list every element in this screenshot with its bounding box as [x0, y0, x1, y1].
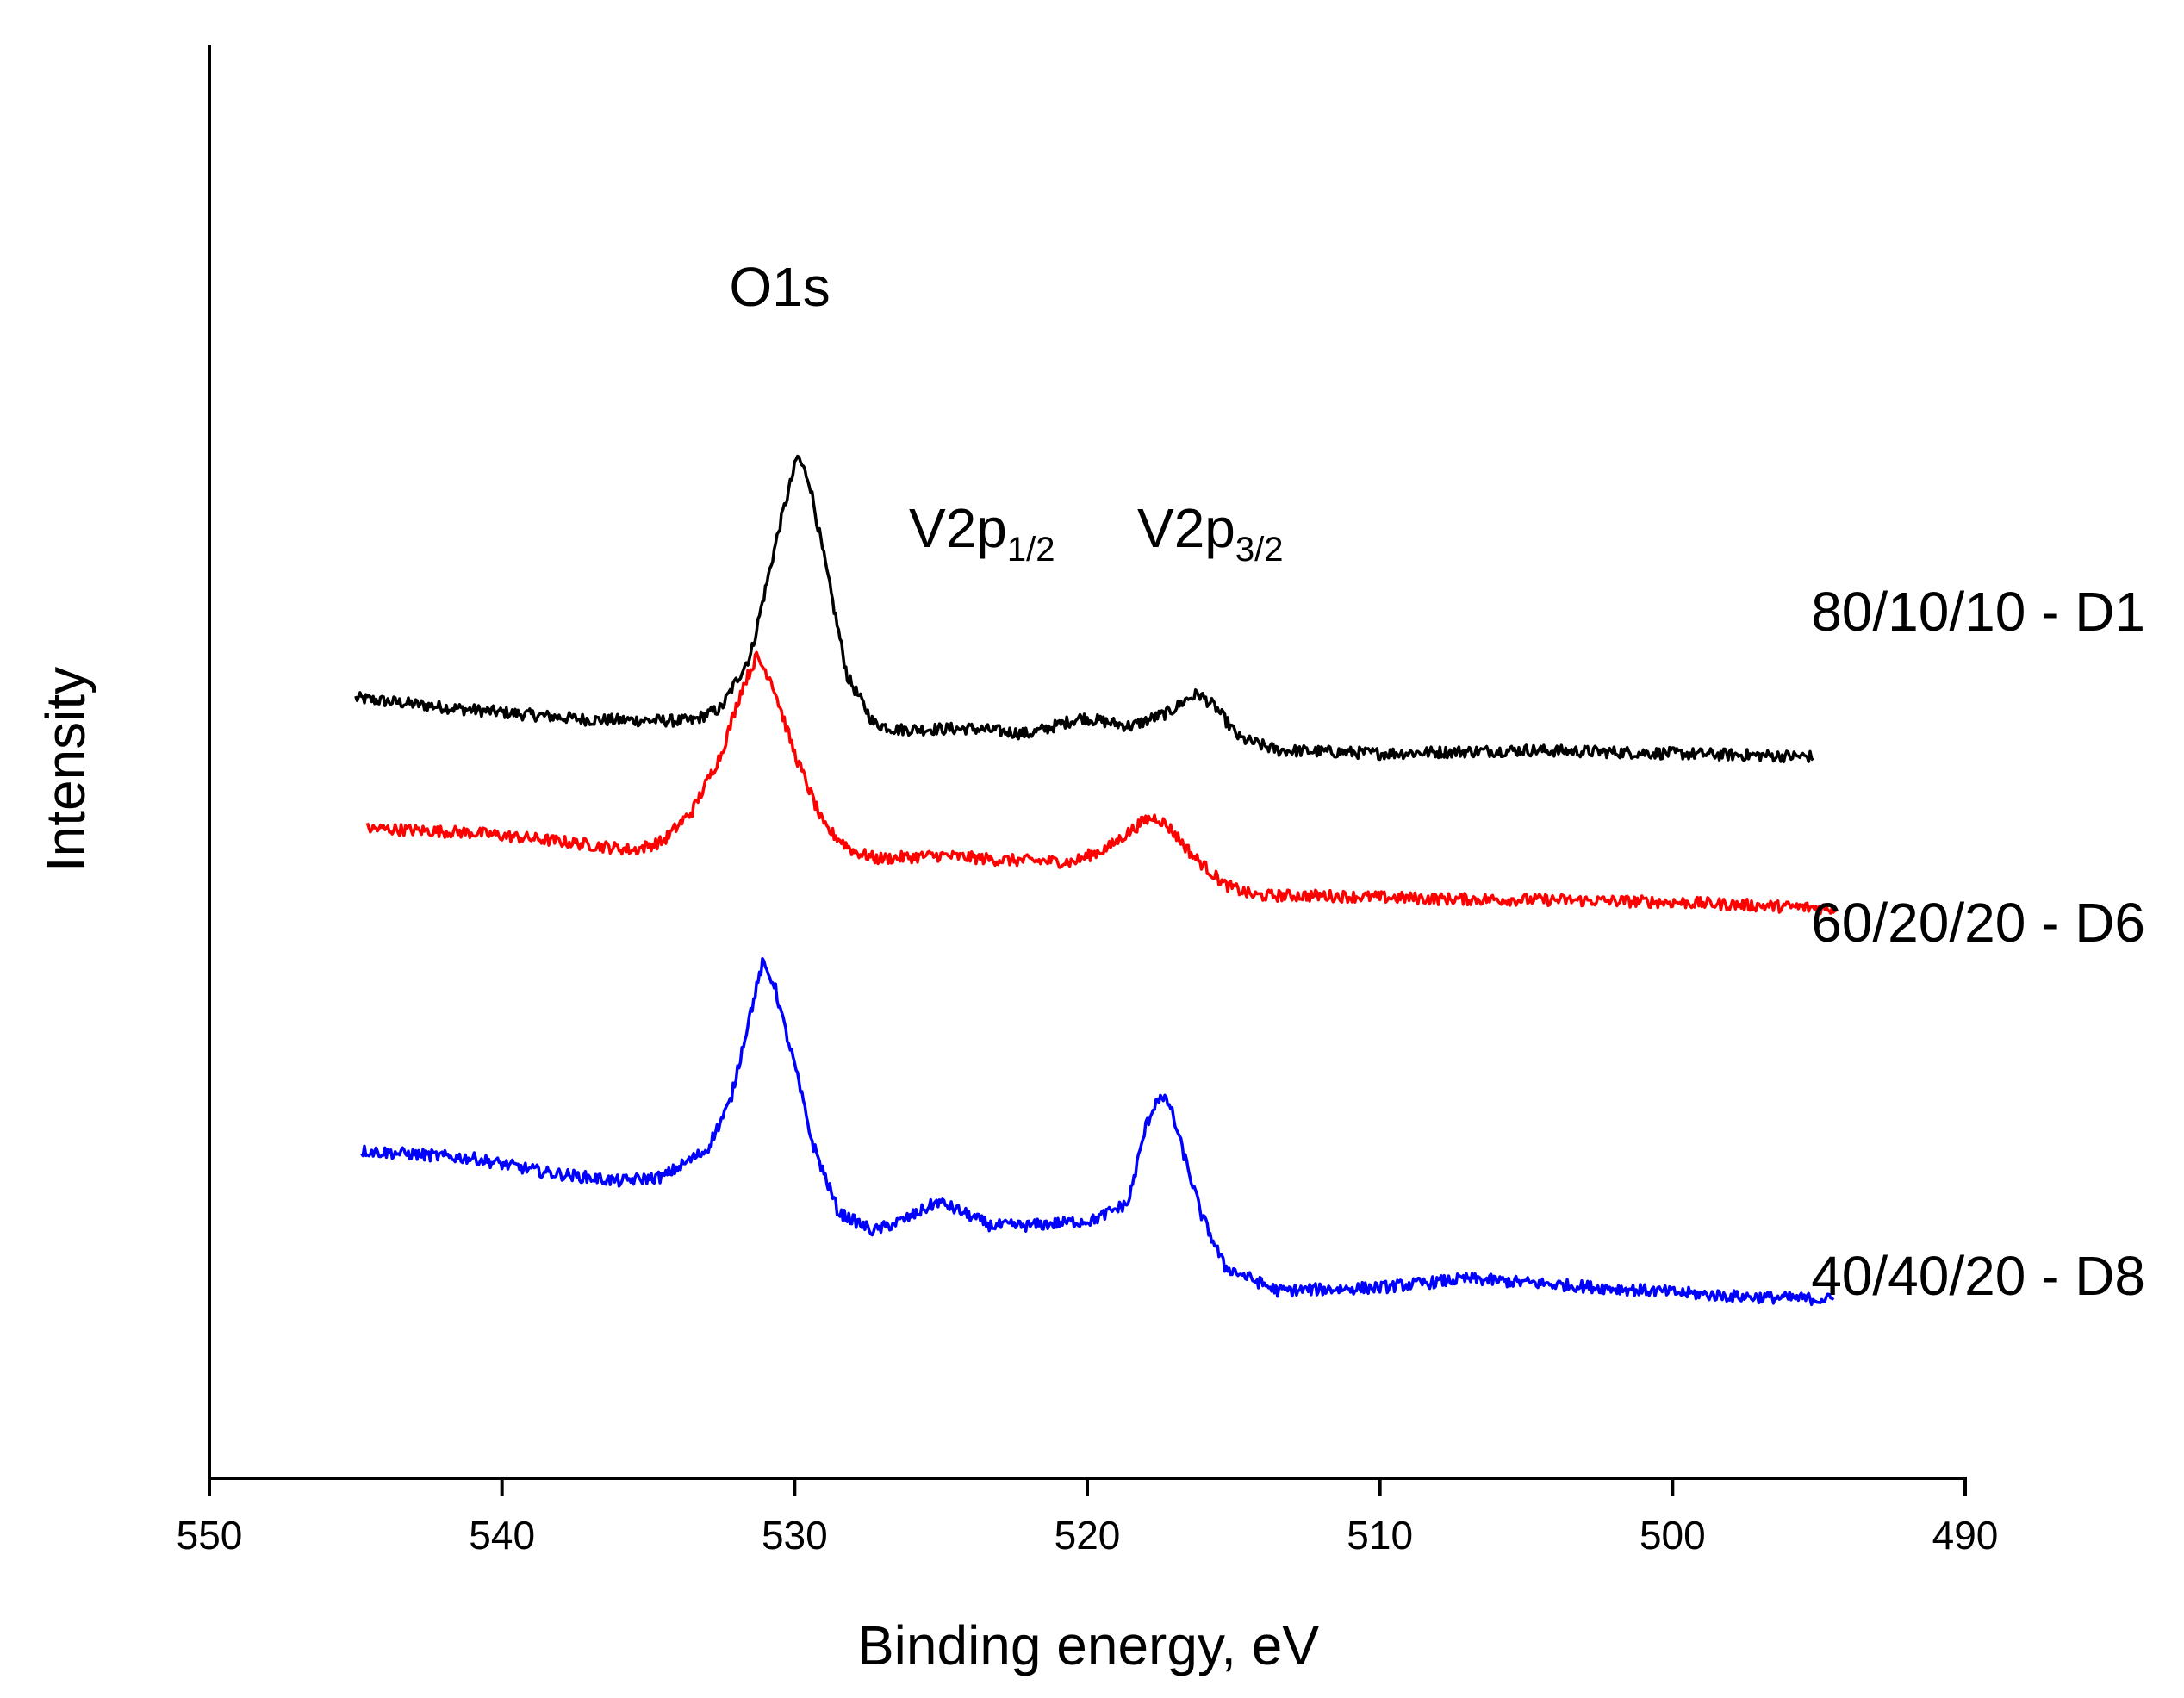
series-label-1: 80/10/10 - D1	[1811, 581, 2145, 643]
x-tick-label-510: 510	[1347, 1513, 1413, 1558]
peak-label-3: V2p3/2	[1137, 497, 1283, 569]
series-labels: 80/10/10 - D1 60/20/20 - D6 40/40/20 - D8	[1811, 581, 2145, 1307]
y-axis-title: Intensity	[34, 667, 96, 872]
x-tick-label-490: 490	[1932, 1513, 1999, 1558]
x-tick-label-550: 550	[177, 1513, 243, 1558]
x-tick-label-520: 520	[1055, 1513, 1121, 1558]
series-label-3: 40/40/20 - D8	[1811, 1245, 2145, 1307]
peak-annotations: O1s V2p1/2 V2p3/2	[729, 256, 1283, 569]
series-line-3	[360, 956, 1835, 1307]
peak-label-2: V2p1/2	[909, 497, 1055, 569]
series-label-2: 60/20/20 - D6	[1811, 892, 2145, 954]
x-tick-label-530: 530	[762, 1513, 828, 1558]
series-line-1	[354, 454, 1814, 764]
x-tick-label-540: 540	[469, 1513, 535, 1558]
x-axis-title: Binding energy, eV	[857, 1614, 1319, 1676]
series-line-2	[365, 650, 1839, 916]
x-tick-label-500: 500	[1640, 1513, 1706, 1558]
peak-label-1: O1s	[729, 256, 830, 318]
series-lines	[354, 454, 1839, 1307]
x-axis-ticks	[208, 1478, 1967, 1496]
x-axis-tick-labels: 550 540 530 520 510 500 490	[177, 1513, 1999, 1558]
